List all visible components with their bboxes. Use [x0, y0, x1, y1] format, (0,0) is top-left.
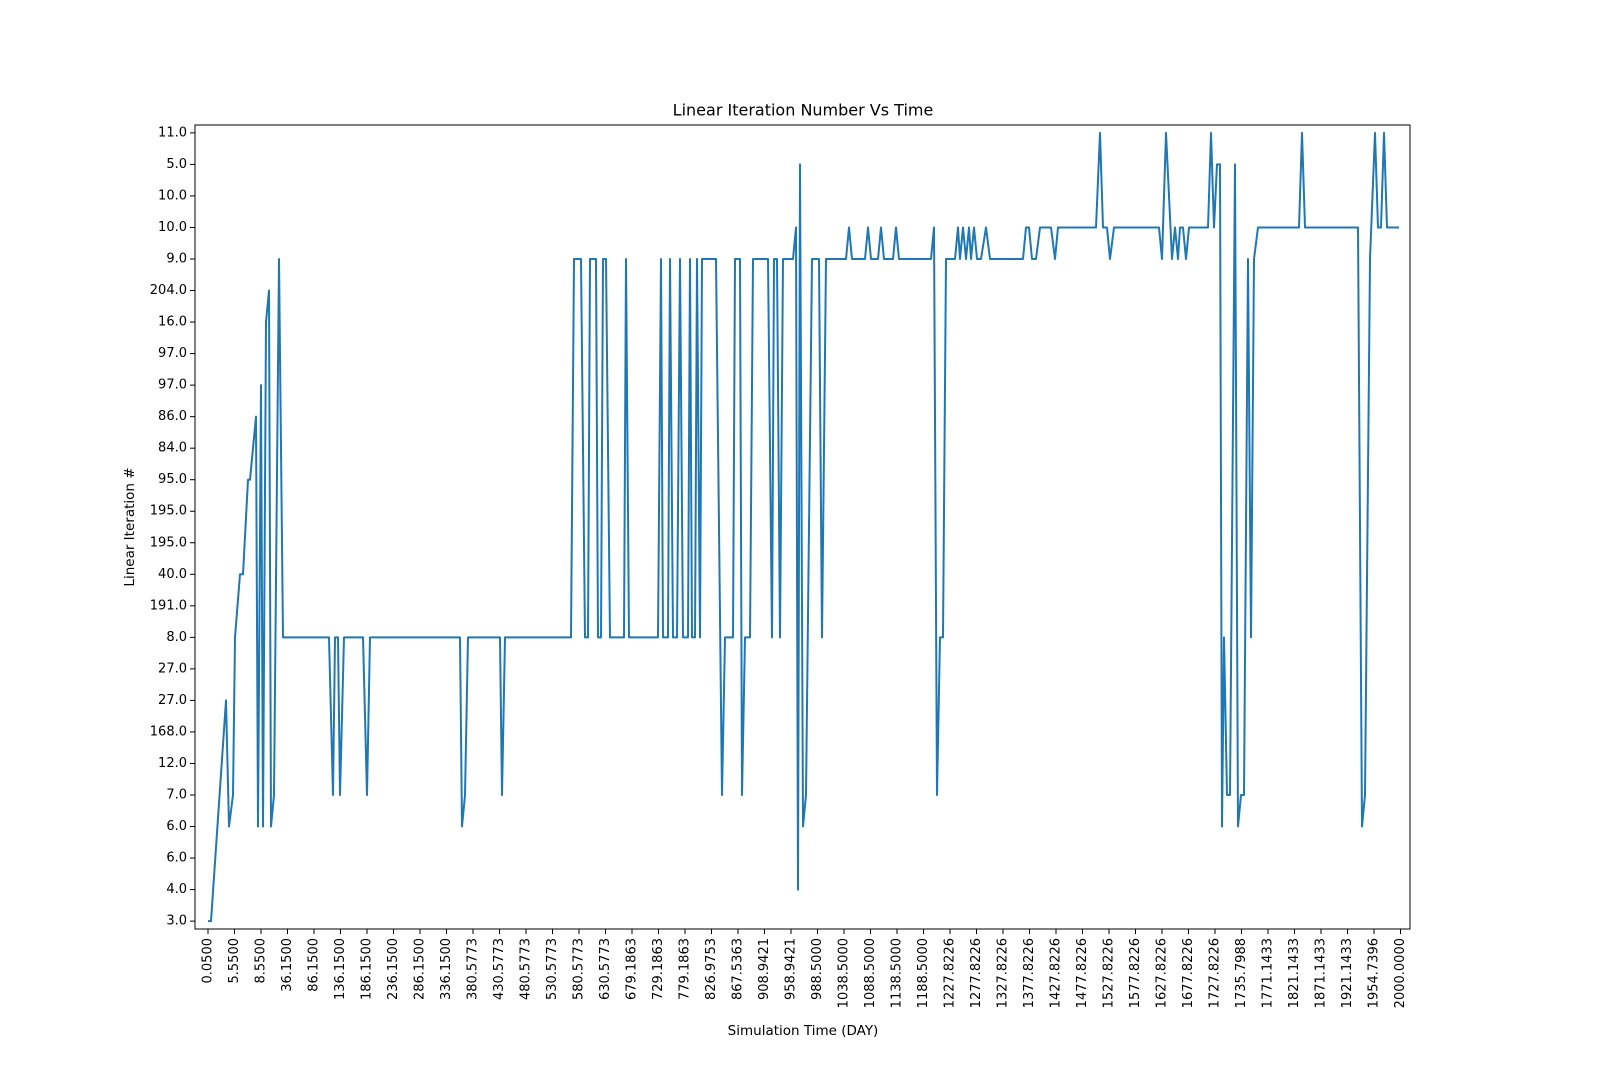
x-tick-label: 236.1500 — [386, 938, 401, 1000]
x-tick-label: 958.9421 — [784, 938, 799, 1000]
x-tick-label: 988.5000 — [810, 938, 825, 1000]
x-tick-label: 1871.1433 — [1314, 938, 1329, 1008]
y-tick-label: 7.0 — [166, 788, 187, 803]
x-axis-label: Simulation Time (DAY) — [728, 1023, 879, 1039]
x-tick-label: 530.5773 — [545, 938, 560, 1000]
x-tick-label: 1921.1433 — [1340, 938, 1355, 1008]
x-tick-label: 1138.5000 — [890, 938, 905, 1008]
y-axis-label: Linear Iteration # — [122, 467, 138, 586]
y-tick-label: 195.0 — [150, 535, 187, 550]
x-tick-label: 1577.8226 — [1128, 938, 1143, 1008]
y-tick-label: 6.0 — [166, 851, 187, 866]
x-tick-label: 380.5773 — [466, 938, 481, 1000]
x-tick-label: 480.5773 — [519, 938, 534, 1000]
x-tick-label: 679.1863 — [625, 938, 640, 1000]
data-line — [208, 131, 1399, 923]
x-tick-label: 1427.8226 — [1049, 938, 1064, 1008]
y-tick-label: 27.0 — [158, 693, 187, 708]
x-tick-label: 1627.8226 — [1155, 938, 1170, 1008]
x-tick-label: 1735.7988 — [1234, 938, 1249, 1008]
x-tick-label: 826.9753 — [704, 938, 719, 1000]
x-tick-label: 186.1500 — [360, 938, 375, 1000]
x-tick-label: 136.1500 — [333, 938, 348, 1000]
x-tick-label: 1088.5000 — [863, 938, 878, 1008]
x-tick-label: 1677.8226 — [1181, 938, 1196, 1008]
x-tick-label: 430.5773 — [492, 938, 507, 1000]
x-tick-label: 580.5773 — [572, 938, 587, 1000]
y-tick-label: 16.0 — [158, 315, 187, 330]
y-tick-label: 3.0 — [166, 914, 187, 929]
y-tick-label: 95.0 — [158, 472, 187, 487]
y-tick-label: 4.0 — [166, 882, 187, 897]
x-tick-label: 1821.1433 — [1287, 938, 1302, 1008]
y-tick-label: 97.0 — [158, 346, 187, 361]
x-tick-label: 2000.0000 — [1393, 938, 1408, 1008]
y-tick-label: 12.0 — [158, 756, 187, 771]
x-tick-label: 1527.8226 — [1102, 938, 1117, 1008]
y-tick-label: 204.0 — [150, 283, 187, 298]
x-tick-label: 1277.8226 — [969, 938, 984, 1008]
y-tick-label: 86.0 — [158, 409, 187, 424]
x-tick-label: 1038.5000 — [837, 938, 852, 1008]
x-tick-label: 1771.1433 — [1261, 938, 1276, 1008]
x-tick-label: 630.5773 — [598, 938, 613, 1000]
x-tick-label: 36.1500 — [280, 938, 295, 992]
y-tick-label: 168.0 — [150, 724, 187, 739]
x-tick-label: 286.1500 — [413, 938, 428, 1000]
y-tick-label: 191.0 — [150, 598, 187, 613]
x-tick-label: 8.5500 — [254, 938, 269, 984]
x-tick-label: 1377.8226 — [1022, 938, 1037, 1008]
x-tick-label: 1954.7396 — [1367, 938, 1382, 1008]
y-tick-label: 6.0 — [166, 819, 187, 834]
x-tick-label: 86.1500 — [307, 938, 322, 992]
x-tick-label: 1227.8226 — [943, 938, 958, 1008]
y-tick-label: 40.0 — [158, 567, 187, 582]
y-tick-label: 10.0 — [158, 188, 187, 203]
y-tick-label: 10.0 — [158, 220, 187, 235]
x-tick-label: 1727.8226 — [1208, 938, 1223, 1008]
y-tick-label: 84.0 — [158, 441, 187, 456]
x-tick-label: 867.5363 — [731, 938, 746, 1000]
y-tick-label: 97.0 — [158, 378, 187, 393]
x-tick-label: 1188.5000 — [916, 938, 931, 1008]
x-tick-label: 908.9421 — [757, 938, 772, 1000]
y-tick-label: 9.0 — [166, 252, 187, 267]
x-tick-label: 0.0500 — [201, 938, 216, 984]
y-tick-label: 195.0 — [150, 504, 187, 519]
x-tick-label: 336.1500 — [439, 938, 454, 1000]
plot-frame — [194, 124, 1411, 930]
x-tick-label: 1327.8226 — [996, 938, 1011, 1008]
chart-title: Linear Iteration Number Vs Time — [673, 101, 934, 120]
y-tick-label: 27.0 — [158, 661, 187, 676]
y-tick-label: 11.0 — [158, 125, 187, 140]
y-tick-label: 8.0 — [166, 630, 187, 645]
y-tick-label: 5.0 — [166, 157, 187, 172]
x-tick-label: 779.1863 — [678, 938, 693, 1000]
x-tick-label: 1477.8226 — [1075, 938, 1090, 1008]
x-tick-label: 5.5500 — [227, 938, 242, 984]
x-tick-label: 729.1863 — [651, 938, 666, 1000]
